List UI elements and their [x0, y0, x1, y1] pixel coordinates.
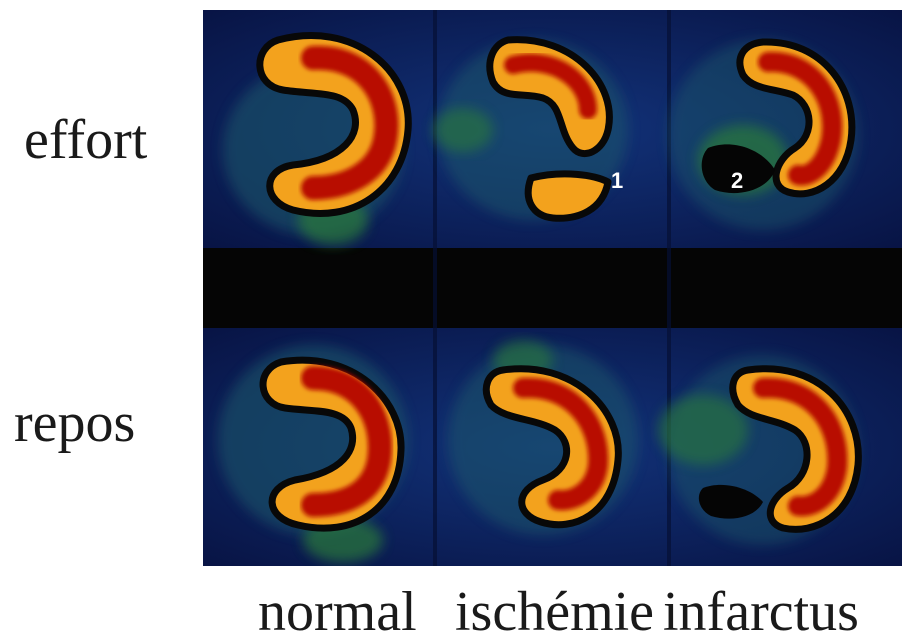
scan-repos-normal — [218, 345, 408, 562]
column-label-infarctus: infarctus — [663, 581, 859, 643]
scan-repos-ischemie — [448, 340, 638, 535]
scan-repos-infarctus — [658, 355, 862, 545]
scan-effort-normal — [223, 32, 412, 245]
defect-marker-1: 1 — [611, 168, 623, 193]
scan-effort-infarctus — [668, 38, 858, 230]
row-label-repos: repos — [14, 392, 136, 454]
defect-marker-2: 2 — [731, 168, 743, 193]
row-separator — [203, 248, 902, 328]
column-label-normal: normal — [258, 581, 417, 643]
scan-effort-ischemie — [433, 36, 628, 222]
myocardial-perfusion-scan-panel: 1 2 — [203, 10, 902, 566]
row-label-effort: effort — [24, 109, 148, 171]
column-label-ischemie: ischémie — [455, 581, 655, 643]
